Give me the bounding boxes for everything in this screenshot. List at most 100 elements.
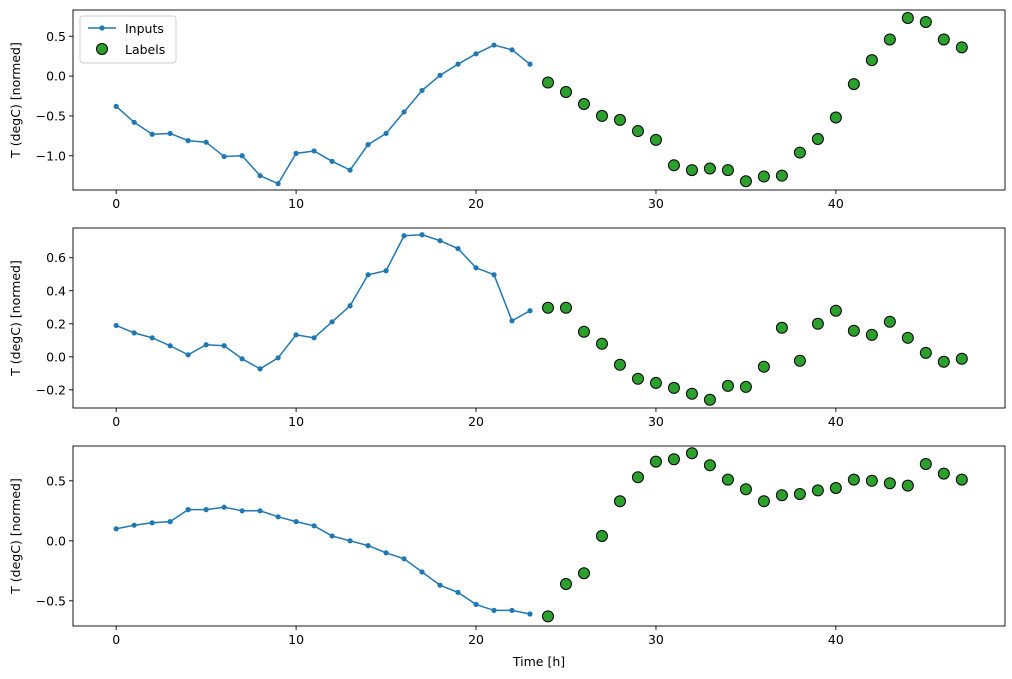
data-point-inputs xyxy=(257,173,263,179)
data-point-inputs xyxy=(365,543,371,549)
data-point-labels xyxy=(541,610,554,623)
data-point-labels xyxy=(775,321,788,334)
data-point-labels xyxy=(703,393,716,406)
data-point-labels xyxy=(919,15,932,28)
data-point-labels xyxy=(577,325,590,338)
data-point-inputs xyxy=(491,42,497,48)
data-point-inputs xyxy=(221,504,227,510)
data-point-inputs xyxy=(293,332,299,338)
data-point-inputs xyxy=(419,232,425,238)
data-point-inputs xyxy=(113,322,119,329)
data-point-labels xyxy=(793,354,806,367)
data-point-labels xyxy=(775,169,788,182)
data-point-inputs xyxy=(167,343,173,349)
data-point-inputs xyxy=(383,268,389,274)
data-point-inputs xyxy=(113,526,119,532)
data-point-labels xyxy=(757,495,770,508)
data-point-labels xyxy=(649,133,662,146)
legend: Inputs Labels xyxy=(79,15,177,64)
data-point-inputs xyxy=(149,335,155,341)
data-point-inputs xyxy=(383,130,389,137)
x-tick-label: 0 xyxy=(112,632,120,647)
data-point-labels xyxy=(811,133,824,146)
data-point-labels xyxy=(847,473,860,486)
data-point-labels xyxy=(721,164,734,177)
data-point-inputs xyxy=(509,607,515,614)
data-point-labels xyxy=(829,482,842,494)
data-point-labels xyxy=(685,387,698,400)
data-point-labels xyxy=(631,125,644,138)
x-tick-label: 30 xyxy=(648,632,664,647)
data-point-labels xyxy=(739,483,752,496)
x-tick-label: 10 xyxy=(288,196,304,211)
x-tick-label: 40 xyxy=(828,632,844,647)
data-point-labels xyxy=(739,175,752,188)
data-point-labels xyxy=(865,474,878,487)
data-point-inputs xyxy=(239,153,245,159)
y-tick-label: −0.2 xyxy=(36,382,66,397)
y-tick-label: −0.5 xyxy=(36,593,66,608)
data-point-inputs xyxy=(437,582,443,588)
data-point-inputs xyxy=(239,508,245,514)
data-point-labels xyxy=(955,473,968,486)
data-point-labels xyxy=(757,170,770,183)
data-point-labels xyxy=(739,380,752,393)
data-point-inputs xyxy=(149,131,155,137)
data-point-inputs xyxy=(329,158,335,164)
series-line-inputs xyxy=(115,234,531,370)
data-point-labels xyxy=(901,331,914,344)
data-point-inputs xyxy=(131,330,137,336)
data-point-labels xyxy=(829,304,842,317)
data-point-labels xyxy=(721,379,734,392)
data-point-inputs xyxy=(491,607,497,614)
data-point-labels xyxy=(577,97,590,110)
data-point-labels xyxy=(541,301,554,314)
axes-frame xyxy=(72,445,1006,627)
data-point-inputs xyxy=(365,272,371,278)
data-point-labels xyxy=(685,164,698,177)
data-point-labels xyxy=(559,86,572,99)
data-point-inputs xyxy=(527,308,533,314)
data-point-labels xyxy=(883,477,896,490)
data-point-inputs xyxy=(185,138,191,144)
x-tick-label: 10 xyxy=(288,632,304,647)
data-point-inputs xyxy=(509,318,515,324)
legend-marker-icon xyxy=(99,25,105,31)
data-point-inputs xyxy=(347,167,353,173)
x-tick-label: 30 xyxy=(648,196,664,211)
data-point-labels xyxy=(937,33,950,46)
legend-label-labels: Labels xyxy=(125,42,165,57)
data-point-labels xyxy=(793,146,806,159)
data-point-inputs xyxy=(527,61,533,67)
y-axis-label: T (degC) [normed] xyxy=(8,260,23,377)
data-point-inputs xyxy=(167,519,173,525)
data-point-inputs xyxy=(221,153,227,160)
data-point-labels xyxy=(559,301,572,314)
data-point-labels xyxy=(883,315,896,328)
data-point-labels xyxy=(703,162,716,175)
data-point-inputs xyxy=(257,366,263,372)
data-point-labels xyxy=(883,33,896,46)
data-point-labels xyxy=(649,376,662,389)
data-point-inputs xyxy=(311,335,317,341)
data-point-inputs xyxy=(239,356,245,362)
data-point-inputs xyxy=(347,538,353,544)
data-point-inputs xyxy=(401,109,407,115)
x-tick-label: 10 xyxy=(288,414,304,429)
series-line-inputs xyxy=(115,44,531,185)
y-tick-label: 0.4 xyxy=(46,283,66,298)
data-point-inputs xyxy=(437,238,443,244)
data-point-inputs xyxy=(113,103,119,109)
data-point-inputs xyxy=(383,550,389,556)
data-point-inputs xyxy=(131,522,137,528)
data-point-labels xyxy=(613,113,626,126)
x-tick-label: 30 xyxy=(648,414,664,429)
data-point-inputs xyxy=(401,556,407,562)
y-tick-label: −1.0 xyxy=(36,148,66,163)
data-point-labels xyxy=(595,109,608,122)
data-point-inputs xyxy=(347,303,353,309)
data-point-inputs xyxy=(221,343,227,349)
data-point-labels xyxy=(865,328,878,341)
data-point-inputs xyxy=(185,352,191,358)
